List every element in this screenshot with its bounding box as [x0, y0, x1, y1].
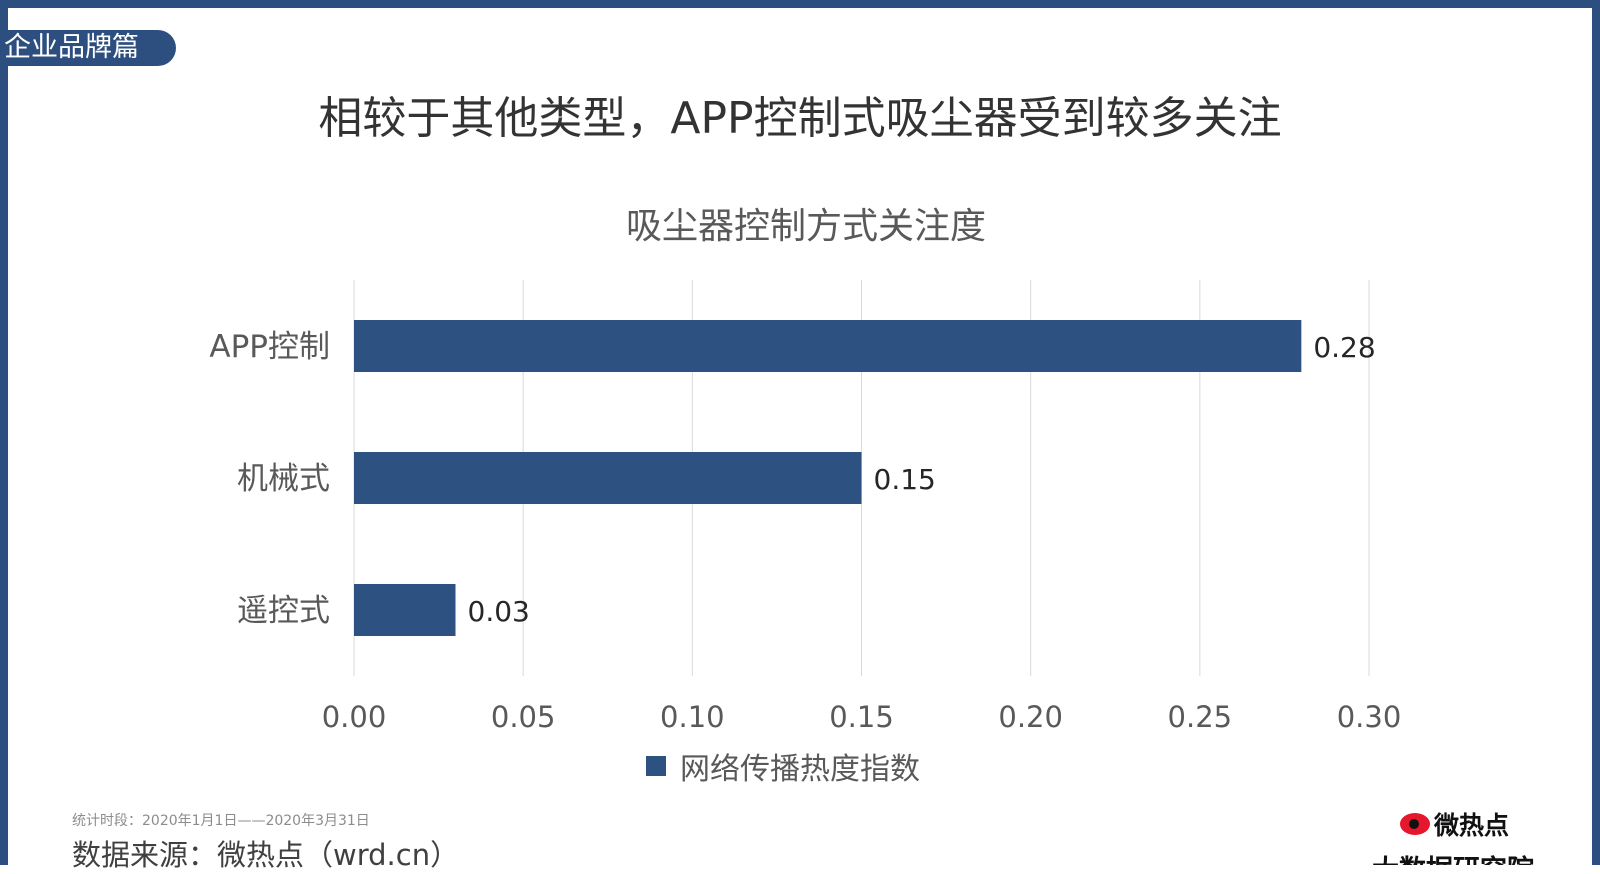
bar — [354, 452, 862, 504]
weiredian-logo: 微热点 大数据研究院 — [1368, 806, 1544, 865]
data-label: 0.28 — [1313, 331, 1375, 364]
page-title: 相较于其他类型，APP控制式吸尘器受到较多关注 — [318, 93, 1282, 144]
x-tick-label: 0.00 — [322, 700, 387, 734]
x-tick-label: 0.10 — [660, 700, 725, 734]
data-source: 数据来源：微热点（wrd.cn） — [72, 838, 460, 872]
chart-title: 吸尘器控制方式关注度 — [625, 206, 986, 247]
data-label: 0.03 — [468, 595, 530, 628]
x-tick-label: 0.20 — [998, 700, 1063, 734]
category-label: 机械式 — [237, 461, 330, 497]
x-tick-label: 0.30 — [1337, 700, 1402, 734]
x-tick-label: 0.15 — [829, 700, 894, 734]
weibo-eye-icon — [1400, 813, 1430, 835]
section-tag: 企业品牌篇 — [0, 30, 176, 66]
category-label: 遥控式 — [237, 593, 330, 629]
x-tick-label: 0.05 — [491, 700, 556, 734]
logo-name: 微热点 — [1434, 811, 1510, 840]
chart-legend: 网络传播热度指数 — [646, 748, 920, 787]
legend-label: 网络传播热度指数 — [680, 752, 920, 787]
logo-subtitle: 大数据研究院 — [1368, 848, 1544, 865]
category-label: APP控制 — [209, 329, 330, 365]
x-tick-label: 0.25 — [1168, 700, 1233, 734]
bar — [354, 584, 456, 636]
statistics-period: 统计时段：2020年1月1日——2020年3月31日 — [72, 813, 370, 829]
bar — [354, 320, 1302, 372]
data-label: 0.15 — [874, 463, 936, 496]
legend-swatch — [646, 756, 666, 776]
